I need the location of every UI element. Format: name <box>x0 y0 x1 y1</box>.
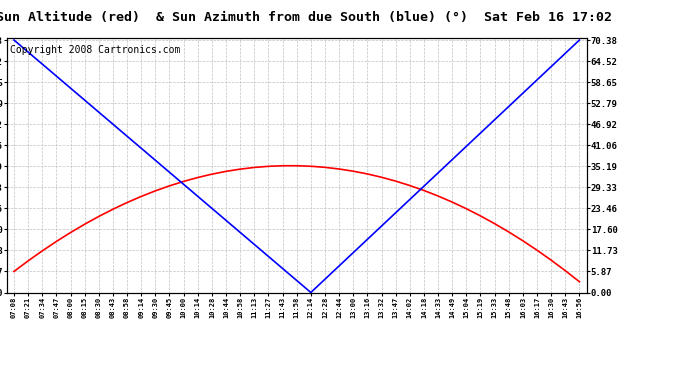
Text: Sun Altitude (red)  & Sun Azimuth from due South (blue) (°)  Sat Feb 16 17:02: Sun Altitude (red) & Sun Azimuth from du… <box>0 11 611 24</box>
Text: Copyright 2008 Cartronics.com: Copyright 2008 Cartronics.com <box>10 45 180 55</box>
